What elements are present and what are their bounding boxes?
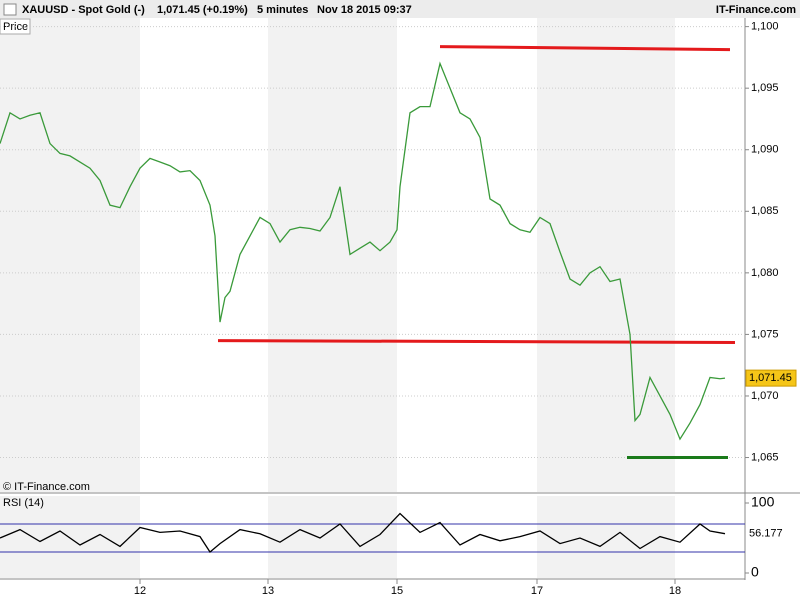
- x-tick-label: 12: [134, 585, 146, 597]
- header-brand: IT-Finance.com: [716, 4, 796, 16]
- chart-icon: [3, 3, 17, 16]
- x-tick-label: 18: [669, 585, 681, 597]
- last-value-box: [745, 525, 797, 543]
- x-tick-label: 17: [531, 585, 543, 597]
- y-tick-label: 1,065: [751, 451, 779, 463]
- last-value-box: [745, 369, 797, 387]
- y-tick-label: 1,100: [751, 21, 779, 33]
- background-bands: [0, 18, 675, 578]
- price-line: [0, 61, 726, 441]
- y-tick-label: 1,075: [751, 328, 779, 340]
- trend-line: [217, 339, 736, 345]
- header-bar: [0, 0, 800, 18]
- x-tick-label: 13: [262, 585, 274, 597]
- price-line: [0, 512, 726, 553]
- header-datetime: Nov 18 2015 09:37: [317, 4, 412, 16]
- rsi-label: RSI (14): [3, 497, 44, 509]
- y-tick-label: 1,095: [751, 82, 779, 94]
- y-tick-label: 1,080: [751, 267, 779, 279]
- header-quote: 1,071.45 (+0.19%): [157, 4, 248, 16]
- header-interval: 5 minutes: [257, 4, 308, 16]
- last-value-label: 1,071.45: [749, 372, 792, 384]
- last-value-label: 56.177: [749, 528, 783, 540]
- x-tick-label: 15: [391, 585, 403, 597]
- watermark: © IT-Finance.com: [3, 481, 90, 493]
- y-tick-label: 1,085: [751, 205, 779, 217]
- trend-line: [439, 45, 731, 52]
- y-tick-label: 1,090: [751, 144, 779, 156]
- y-tick-label: 1,070: [751, 390, 779, 402]
- header-title: XAUUSD - Spot Gold (-): [22, 4, 145, 16]
- y-tick-label: 100: [751, 494, 775, 510]
- y-tick-label: 0: [751, 564, 759, 580]
